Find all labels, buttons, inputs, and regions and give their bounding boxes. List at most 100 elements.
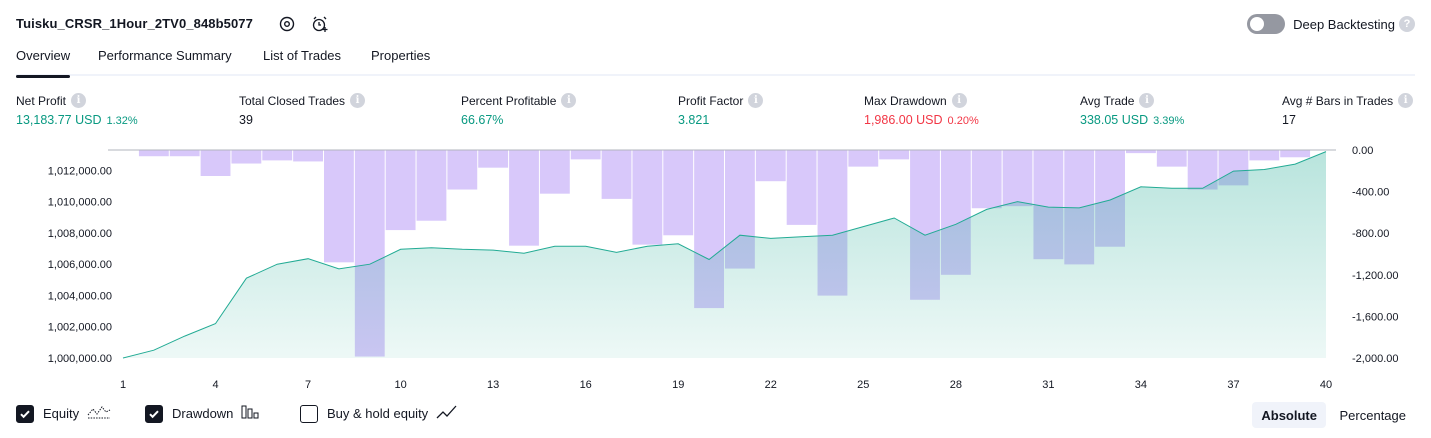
- x-tick: 40: [1320, 379, 1332, 391]
- drawdown-bar: [169, 150, 200, 157]
- deep-backtesting-toggle[interactable]: [1247, 14, 1286, 34]
- tab-list-of-trades[interactable]: List of Trades: [263, 48, 342, 63]
- equity-toggle[interactable]: Equity: [16, 404, 111, 423]
- metric-value-text: 338.05 USD: [1080, 113, 1149, 127]
- metric-profit-factor: Profit Factor i 3.821: [678, 93, 764, 127]
- info-icon[interactable]: i: [1139, 93, 1155, 108]
- x-tick: 13: [487, 379, 499, 391]
- x-tick: 31: [1042, 379, 1054, 391]
- report-tabs: Overview Performance Summary List of Tra…: [16, 44, 1415, 78]
- drawdown-bar: [1156, 150, 1187, 167]
- metric-value: 17: [1282, 113, 1413, 127]
- tab-overview[interactable]: Overview: [16, 48, 71, 78]
- checkbox-unchecked[interactable]: [300, 404, 318, 423]
- metric-percent-profitable: Percent Profitable i 66.67%: [461, 93, 577, 127]
- question-icon[interactable]: ?: [1399, 16, 1415, 32]
- checkbox-checked[interactable]: [145, 404, 163, 423]
- metric-value-text: 17: [1282, 113, 1296, 127]
- drawdown-bar: [1280, 150, 1311, 158]
- drawdown-bars-icon: [241, 404, 259, 423]
- metric-label: Net Profit: [16, 93, 67, 108]
- percentage-button[interactable]: Percentage: [1339, 407, 1407, 423]
- metric-value: 3.821: [678, 113, 763, 127]
- y-right-tick: -2,000.00: [1352, 353, 1398, 365]
- drawdown-bar: [1002, 150, 1033, 207]
- equity-drawdown-chart[interactable]: 1,000,000.00 1,002,000.00 1,004,000.00 1,00…: [0, 140, 1431, 395]
- x-tick: 1: [120, 379, 126, 391]
- alarm-clock-plus-icon[interactable]: [309, 13, 331, 35]
- metric-value-text: 3.821: [678, 113, 710, 127]
- metric-value: 13,183.77 USD 1.32%: [16, 113, 138, 127]
- drawdown-bar: [632, 150, 663, 245]
- absolute-button[interactable]: Absolute: [1252, 402, 1326, 428]
- metric-label: Avg # Bars in Trades: [1282, 93, 1394, 108]
- info-icon[interactable]: i: [1398, 93, 1414, 108]
- strategy-name: Tuisku_CRSR_1Hour_2TV0_848b5077: [16, 16, 253, 31]
- drawdown-bar: [786, 150, 817, 225]
- metric-label: Profit Factor: [678, 93, 744, 108]
- trend-line-icon: [436, 404, 460, 423]
- drawdown-bar: [879, 150, 910, 160]
- info-icon[interactable]: i: [350, 93, 366, 108]
- x-tick: 16: [580, 379, 592, 391]
- checkbox-checked[interactable]: [16, 404, 34, 423]
- y-axis-left: 1,000,000.00 1,002,000.00 1,004,000.00 1,00…: [48, 165, 112, 365]
- y-left-tick: 1,006,000.00: [48, 259, 112, 271]
- metric-value: 338.05 USD 3.39%: [1080, 113, 1184, 127]
- metric-label: Max Drawdown: [864, 93, 947, 108]
- drawdown-bar: [478, 150, 509, 168]
- drawdown-bar: [416, 150, 447, 221]
- buy-hold-toggle[interactable]: Buy & hold equity: [300, 404, 460, 423]
- y-left-tick: 1,004,000.00: [48, 290, 112, 302]
- x-tick: 37: [1227, 379, 1239, 391]
- equity-label: Equity: [43, 406, 80, 421]
- drawdown-bar: [385, 150, 416, 231]
- drawdown-toggle[interactable]: Drawdown: [145, 404, 259, 423]
- y-right-tick: -1,200.00: [1352, 270, 1398, 282]
- x-tick: 7: [305, 379, 311, 391]
- info-icon[interactable]: i: [71, 93, 87, 108]
- metric-percent: 3.39%: [1153, 115, 1185, 127]
- buy-hold-label: Buy & hold equity: [327, 406, 429, 421]
- metric-max-drawdown: Max Drawdown i 1,986.00 USD 0.20%: [864, 93, 979, 127]
- info-icon[interactable]: i: [561, 93, 577, 108]
- tab-properties[interactable]: Properties: [371, 48, 431, 63]
- metric-percent: 0.20%: [947, 115, 979, 127]
- metric-value-text: 39: [239, 113, 253, 127]
- gear-icon[interactable]: [276, 13, 298, 35]
- drawdown-bar: [200, 150, 231, 176]
- drawdown-bar: [570, 150, 601, 160]
- drawdown-bar: [138, 150, 169, 157]
- metric-label: Avg Trade: [1080, 93, 1135, 108]
- equity-area-fill: [123, 151, 1326, 358]
- metric-percent: 1.32%: [106, 115, 138, 127]
- drawdown-bar: [601, 150, 632, 199]
- x-axis: 1 4 7 10 13 16 19 22 25 28 31 34 37 40: [120, 379, 1332, 391]
- tab-performance-summary[interactable]: Performance Summary: [98, 48, 232, 63]
- report-header: Tuisku_CRSR_1Hour_2TV0_848b5077 Deep Bac…: [16, 10, 1415, 38]
- metric-value-text: 66.67%: [461, 113, 504, 127]
- x-tick: 10: [394, 379, 406, 391]
- x-tick: 22: [765, 379, 777, 391]
- metric-label: Percent Profitable: [461, 93, 557, 108]
- y-left-tick: 1,000,000.00: [48, 353, 112, 365]
- drawdown-bar: [971, 150, 1002, 209]
- drawdown-bar: [1126, 150, 1156, 154]
- y-left-tick: 1,012,000.00: [48, 165, 112, 177]
- info-icon[interactable]: i: [951, 93, 967, 108]
- drawdown-bar: [324, 150, 354, 263]
- y-axis-right: 0.00 -400.00 -800.00 -1,200.00 -1,600.00 -2,0…: [1352, 145, 1398, 365]
- y-right-tick: -800.00: [1352, 228, 1389, 240]
- deep-backtesting-label: Deep Backtesting: [1293, 16, 1395, 32]
- drawdown-bar: [1249, 150, 1280, 161]
- drawdown-bar: [293, 150, 323, 162]
- drawdown-bar: [755, 150, 786, 182]
- info-icon[interactable]: i: [748, 93, 764, 108]
- y-right-tick: -400.00: [1352, 187, 1389, 199]
- y-left-tick: 1,002,000.00: [48, 322, 112, 334]
- drawdown-bar: [262, 150, 293, 161]
- x-tick: 34: [1135, 379, 1147, 391]
- x-tick: 19: [672, 379, 684, 391]
- drawdown-bar: [231, 150, 262, 164]
- metric-value: 1,986.00 USD 0.20%: [864, 113, 979, 127]
